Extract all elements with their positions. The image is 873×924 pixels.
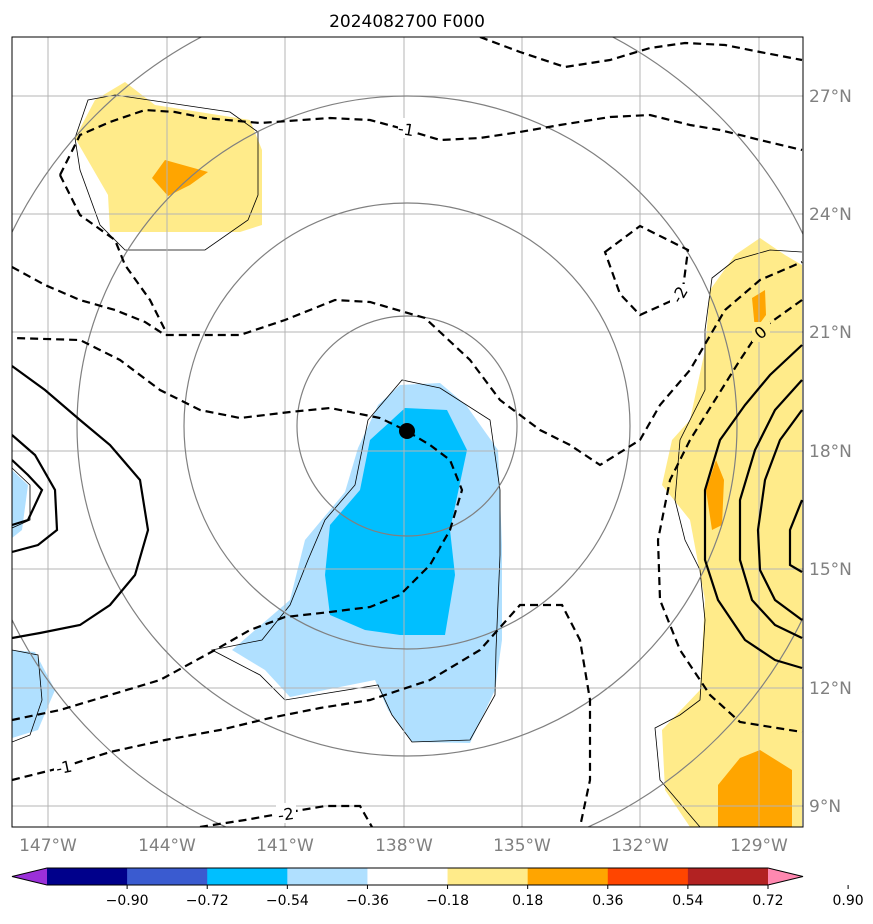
colorbar-tick-label: −0.18 xyxy=(426,893,469,909)
storm-center-marker xyxy=(399,423,415,439)
latitude-tick: 27°N xyxy=(809,87,852,107)
latitude-tick: 9°N xyxy=(809,797,841,817)
distance-rings xyxy=(12,37,803,827)
colorbar-tick-label: −0.36 xyxy=(346,893,389,909)
map-title: 2024082700 F000 xyxy=(329,12,485,32)
contour-label: -2 xyxy=(277,804,295,825)
colorbar-tick-label: 0.72 xyxy=(752,893,783,909)
colorbar-cell xyxy=(687,868,769,885)
colorbar-tick-label: −0.54 xyxy=(266,893,309,909)
colorbar-cell xyxy=(287,868,368,885)
orange-patch-southeast xyxy=(718,750,792,827)
longitude-tick: 129°W xyxy=(730,836,788,856)
cold-patch-dark xyxy=(325,408,467,635)
map-area xyxy=(12,37,803,827)
colorbar-cell xyxy=(607,868,689,885)
latitude-tick: 21°N xyxy=(809,323,852,343)
contour-label-group: -1 -2 -1 -2 0 xyxy=(54,118,771,825)
longitude-tick: 132°W xyxy=(611,836,669,856)
colorbar-cell xyxy=(207,868,288,885)
cold-patch-west xyxy=(12,650,55,738)
orange-sliver-east xyxy=(706,460,724,530)
contour-label: -1 xyxy=(397,119,416,140)
colorbar-tick-label: 0.36 xyxy=(592,893,623,909)
longitude-tick: 144°W xyxy=(138,836,196,856)
longitude-tick: 147°W xyxy=(19,836,77,856)
colorbar-cell xyxy=(47,868,128,885)
colorbar-tick-label: 0.54 xyxy=(672,893,703,909)
cold-patch-west-small xyxy=(12,470,28,538)
colorbar-cell xyxy=(367,868,449,885)
colorbar-tick-label: 0.18 xyxy=(512,893,543,909)
colorbar-cell xyxy=(447,868,529,885)
colorbar-extension-high xyxy=(768,868,803,885)
orange-patch-northwest xyxy=(152,160,208,196)
colorbar: −0.90 −0.72 −0.54 −0.36 −0.18 0.18 0.36 0.54 0.7… xyxy=(11,867,864,909)
longitude-axis: 147°W 144°W 141°W 138°W 135°W 132°W 129°… xyxy=(19,836,788,856)
longitude-tick: 138°W xyxy=(375,836,433,856)
longitude-tick: 141°W xyxy=(256,836,314,856)
latitude-tick: 24°N xyxy=(809,205,852,225)
colorbar-tick-label: 0.90 xyxy=(833,893,864,909)
latitude-tick: 15°N xyxy=(809,560,852,580)
contour-label: -1 xyxy=(54,757,74,779)
map-frame xyxy=(11,36,804,828)
latitude-tick: 12°N xyxy=(809,679,852,699)
colorbar-outline xyxy=(11,867,804,886)
colorbar-cell xyxy=(527,868,609,885)
colorbar-tick-label: −0.72 xyxy=(186,893,229,909)
shaded-field xyxy=(12,82,802,827)
colorbar-tick-label: −0.90 xyxy=(106,893,149,909)
colorbar-cell xyxy=(127,868,208,885)
colorbar-extension-low xyxy=(12,868,47,885)
latitude-axis: 27°N 24°N 21°N 18°N 15°N 12°N 9°N xyxy=(809,87,852,817)
positive-contours xyxy=(12,344,803,670)
latitude-tick: 18°N xyxy=(809,442,852,462)
longitude-tick: 135°W xyxy=(493,836,551,856)
